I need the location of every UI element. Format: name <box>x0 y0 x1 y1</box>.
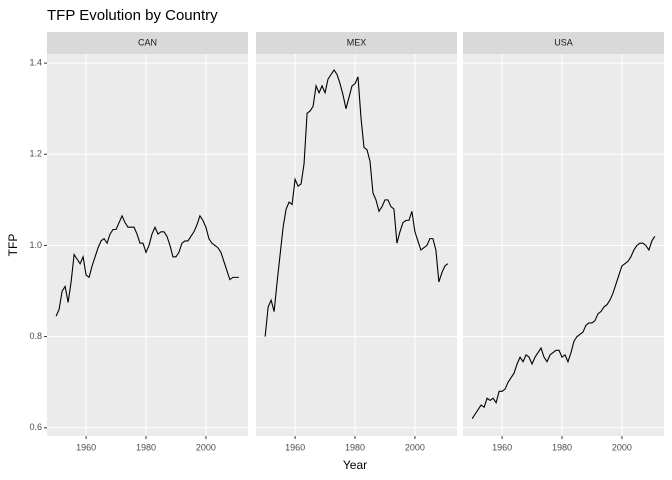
strip-label: MEX <box>347 37 367 47</box>
strip <box>47 32 248 54</box>
x-tick-label: 2000 <box>196 442 216 452</box>
strip <box>463 32 664 54</box>
y-axis-label: TFP <box>6 234 20 257</box>
x-tick-label: 1980 <box>345 442 365 452</box>
y-tick-label: 1.4 <box>29 57 42 67</box>
strip-label: USA <box>554 37 573 47</box>
y-tick-label: 1.2 <box>29 149 42 159</box>
x-tick-label: 2000 <box>612 442 632 452</box>
series-line <box>264 68 449 337</box>
x-axis-label: Year <box>343 458 367 472</box>
y-tick-label: 1.0 <box>29 240 42 250</box>
chart-title: TFP Evolution by Country <box>47 7 218 24</box>
series-line <box>55 214 239 317</box>
x-tick-label: 1960 <box>285 442 305 452</box>
strip-label: CAN <box>138 37 157 47</box>
x-tick-label: 1960 <box>492 442 512 452</box>
x-tick-label: 2000 <box>405 442 425 452</box>
strip <box>256 32 457 54</box>
y-tick-label: 0.6 <box>29 422 42 432</box>
x-tick-label: 1980 <box>136 442 156 452</box>
x-tick-label: 1960 <box>76 442 96 452</box>
y-tick-label: 0.8 <box>29 331 42 341</box>
series-line <box>471 236 656 419</box>
x-tick-label: 1980 <box>552 442 572 452</box>
